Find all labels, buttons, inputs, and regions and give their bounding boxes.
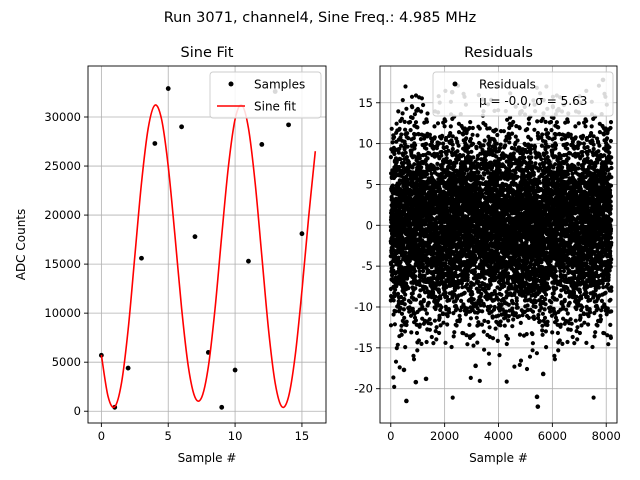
legend-marker-samples bbox=[228, 81, 234, 87]
residual-outlier-point bbox=[413, 379, 419, 385]
y-tick-label: 15 bbox=[358, 96, 373, 110]
data-point bbox=[152, 141, 158, 146]
legend-marker-residuals bbox=[452, 81, 458, 87]
legend-label-residuals: Residuals bbox=[479, 78, 536, 92]
data-point bbox=[286, 122, 291, 128]
plot-area bbox=[388, 77, 614, 409]
legend-stats: μ = -0.0, σ = 5.63 bbox=[479, 94, 587, 108]
chart-panel-1: 0 5 10 15 0 5000 10000 15000 20000 25000 30000 Sine… bbox=[14, 45, 327, 465]
data-point bbox=[232, 367, 238, 373]
y-tick-label: -15 bbox=[354, 341, 373, 355]
y-axis-label: ADC Counts bbox=[14, 209, 28, 281]
x-tick-label: 10 bbox=[228, 429, 243, 443]
residual-outlier-point bbox=[540, 371, 546, 377]
y-tick-label: -10 bbox=[354, 300, 373, 314]
y-tick-label: -5 bbox=[362, 259, 373, 273]
legend-label-samples: Samples bbox=[254, 78, 305, 92]
data-point bbox=[259, 142, 265, 147]
x-tick-label: 15 bbox=[295, 429, 310, 443]
residual-outlier-point bbox=[404, 398, 409, 404]
y-tick-label: -20 bbox=[354, 382, 373, 396]
residual-outlier-point bbox=[401, 367, 407, 373]
residual-points bbox=[388, 83, 614, 400]
residual-outlier-point bbox=[534, 394, 540, 400]
residual-outlier-point bbox=[535, 404, 541, 409]
data-point bbox=[246, 258, 251, 264]
series-sine-fit bbox=[100, 104, 317, 409]
y-tick-label: 25000 bbox=[44, 159, 81, 173]
y-tick-label: 10 bbox=[358, 137, 373, 151]
y-tick-label: 5 bbox=[366, 177, 373, 191]
legend-label-sine-fit: Sine fit bbox=[254, 100, 296, 114]
chart-panel-2: 0 2000 4000 6000 8000 -20 -15 -10 -5 0 5 10 15 Residu… bbox=[354, 45, 621, 465]
legend: Samples Sine fit bbox=[209, 71, 322, 119]
chart-title: Residuals bbox=[464, 45, 533, 61]
chart-title: Sine Fit bbox=[181, 45, 234, 61]
x-tick-label: 5 bbox=[165, 429, 172, 443]
x-tick-label: 6000 bbox=[538, 429, 567, 443]
plot-area bbox=[98, 86, 317, 410]
legend-box bbox=[432, 71, 614, 117]
y-tick-label: 5000 bbox=[52, 355, 81, 369]
series-line-sine-fit bbox=[100, 104, 317, 409]
x-tick-label: 0 bbox=[98, 429, 105, 443]
series-samples bbox=[98, 86, 305, 410]
legend: Residuals μ = -0.0, σ = 5.63 bbox=[432, 71, 614, 117]
y-tick-label: 20000 bbox=[44, 208, 81, 222]
axes-frame bbox=[87, 65, 327, 424]
data-point bbox=[299, 231, 305, 237]
x-axis-label: Sample # bbox=[469, 451, 528, 465]
y-tick-label: 0 bbox=[74, 404, 81, 418]
x-tick-label: 4000 bbox=[484, 429, 513, 443]
x-axis-label: Sample # bbox=[178, 451, 237, 465]
data-point bbox=[139, 255, 144, 261]
y-tick-label: 0 bbox=[366, 218, 373, 232]
residual-outlier-point bbox=[423, 376, 429, 382]
figure-suptitle: Run 3071, channel4, Sine Freq.: 4.985 MH… bbox=[164, 10, 477, 26]
x-tick-label: 2000 bbox=[430, 429, 459, 443]
y-tick-label: 30000 bbox=[44, 110, 81, 124]
x-tick-label: 0 bbox=[387, 429, 394, 443]
ticks: 0 5 10 15 0 5000 10000 15000 20000 25000 30000 bbox=[44, 110, 309, 443]
y-tick-label: 15000 bbox=[44, 257, 81, 271]
series-residuals bbox=[388, 77, 614, 409]
data-point bbox=[219, 404, 225, 410]
ticks: 0 2000 4000 6000 8000 -20 -15 -10 -5 0 5 10 15 bbox=[354, 96, 621, 443]
data-point bbox=[125, 365, 131, 371]
data-point bbox=[165, 86, 171, 91]
gridlines bbox=[88, 66, 326, 423]
residual-outlier-point bbox=[473, 363, 478, 369]
data-point bbox=[192, 234, 198, 240]
x-tick-label: 8000 bbox=[592, 429, 621, 443]
data-point bbox=[179, 124, 184, 130]
y-tick-label: 10000 bbox=[44, 306, 81, 320]
